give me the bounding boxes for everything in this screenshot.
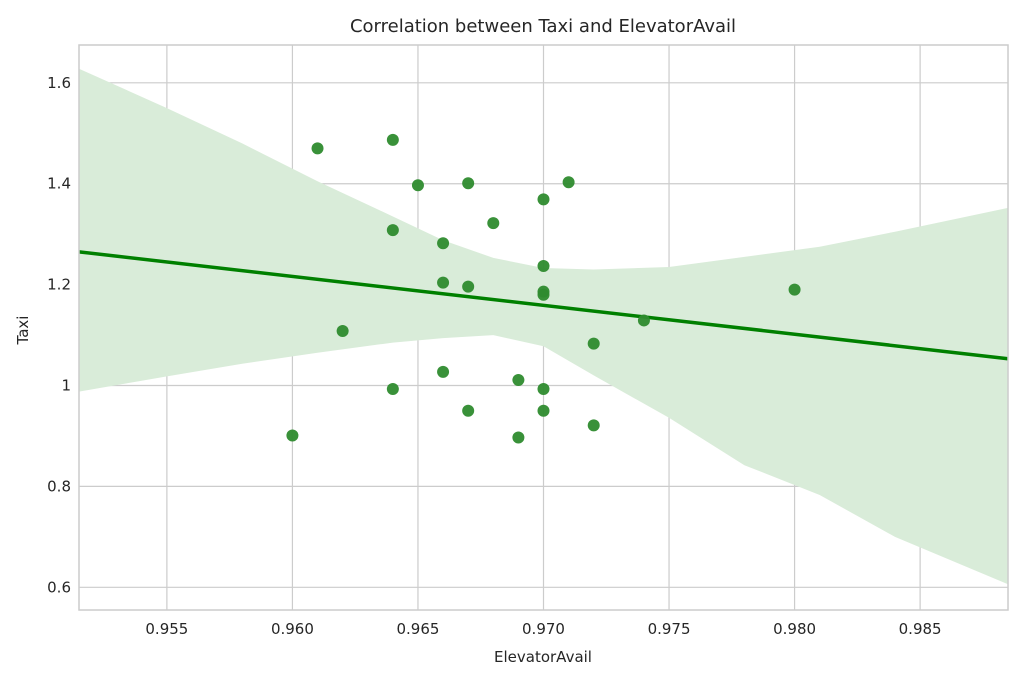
plot-frame [78, 44, 1009, 611]
data-point [537, 404, 550, 417]
plot-border [78, 44, 1009, 611]
y-axis-label: Taxi [14, 316, 32, 346]
data-point [512, 373, 525, 386]
x-tick-label: 0.975 [648, 620, 691, 638]
data-point [386, 224, 399, 237]
data-point [462, 280, 475, 293]
data-point [512, 431, 525, 444]
data-point [386, 383, 399, 396]
y-tick-label: 1 [61, 377, 71, 395]
data-point [462, 404, 475, 417]
confidence-band-layer [79, 68, 1008, 585]
x-tick-labels: 0.955 0.960 0.965 0.970 0.975 0.980 0.985 [145, 620, 941, 638]
x-axis-label: ElevatorAvail [494, 648, 592, 666]
data-point [437, 365, 450, 378]
data-point [311, 142, 324, 155]
x-tick-label: 0.955 [145, 620, 188, 638]
data-point [788, 283, 801, 296]
x-tick-label: 0.980 [773, 620, 816, 638]
regression-line-layer [78, 250, 1009, 361]
regression-line [78, 250, 1009, 361]
y-tick-label: 1.6 [47, 74, 71, 92]
x-tick-label: 0.985 [899, 620, 942, 638]
data-point [286, 429, 299, 442]
data-point [587, 337, 600, 350]
data-points [286, 133, 801, 444]
x-tick-label: 0.965 [396, 620, 439, 638]
data-point [537, 383, 550, 396]
confidence-band [79, 68, 1008, 585]
data-point [537, 288, 550, 301]
data-point [386, 133, 399, 146]
data-point [637, 314, 650, 327]
y-tick-labels: 0.6 0.8 1 1.2 1.4 1.6 [47, 74, 71, 596]
x-tick-label: 0.960 [271, 620, 314, 638]
data-point [562, 176, 575, 189]
data-point [587, 419, 600, 432]
data-point [462, 177, 475, 190]
chart-title: Correlation between Taxi and ElevatorAva… [350, 16, 736, 37]
data-point [336, 325, 349, 338]
data-point [437, 276, 450, 289]
data-point [537, 259, 550, 272]
data-point [487, 217, 500, 230]
y-tick-label: 1.2 [47, 276, 71, 294]
data-point [411, 179, 424, 192]
y-tick-label: 0.8 [47, 477, 71, 495]
data-point [437, 237, 450, 250]
y-tick-label: 0.6 [47, 578, 71, 596]
y-tick-label: 1.4 [47, 175, 71, 193]
data-point [537, 193, 550, 206]
x-tick-label: 0.970 [522, 620, 565, 638]
